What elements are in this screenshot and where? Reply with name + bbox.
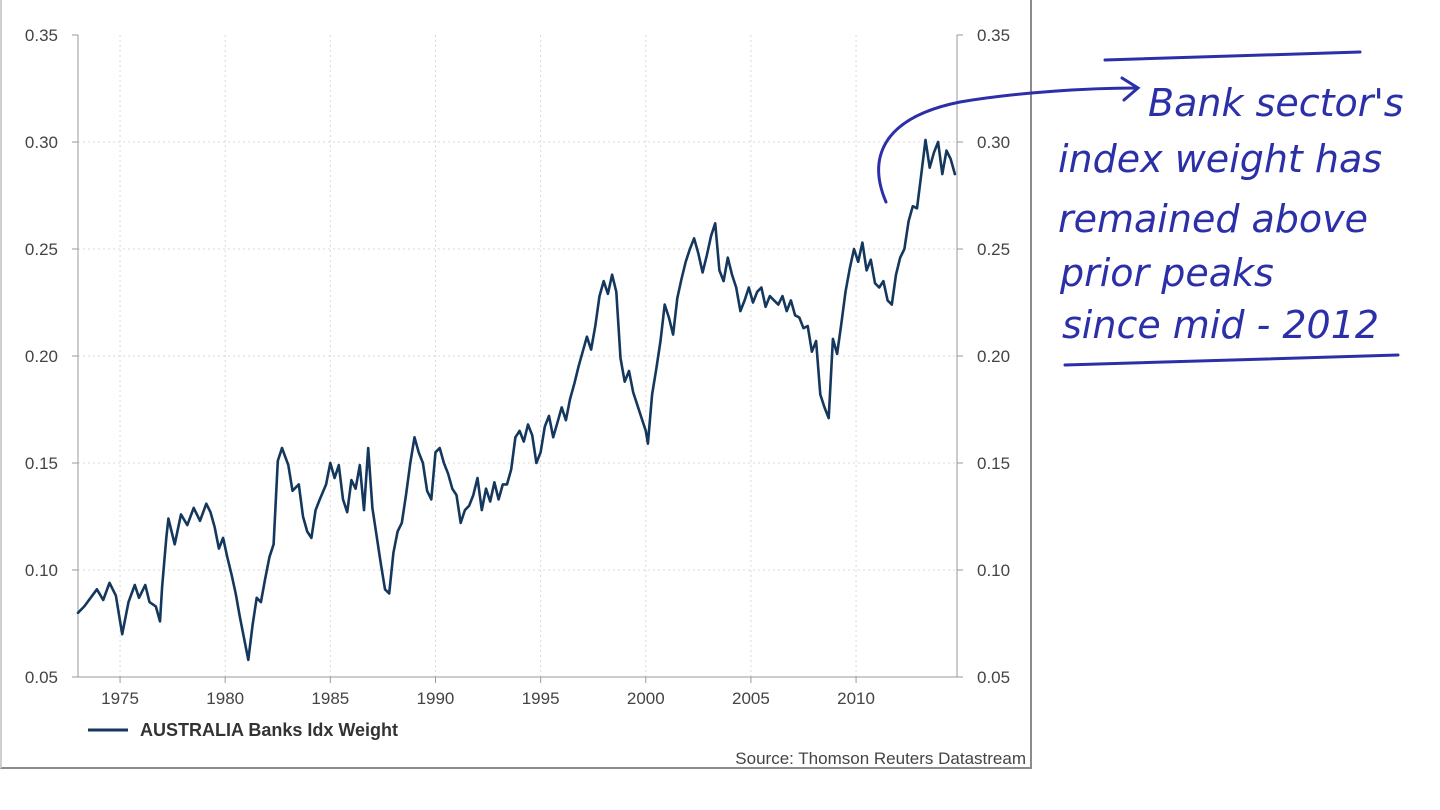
series-layer — [76, 138, 957, 662]
y-tick-label-right: 0.35 — [977, 26, 1010, 45]
source-note: Source: Thomson Reuters Datastream — [735, 749, 1026, 768]
x-tick-label: 1990 — [417, 689, 455, 708]
annotation-arrow — [877, 86, 1138, 204]
y-tick-label-right: 0.25 — [977, 240, 1010, 259]
x-axis: 1975 1980 1985 1990 1995 2000 2005 2010 — [101, 677, 875, 708]
y-tick-label-left: 0.05 — [25, 668, 58, 687]
series-line — [76, 138, 957, 662]
x-tick-label: 1985 — [311, 689, 349, 708]
y-tick-label-right: 0.15 — [977, 454, 1010, 473]
y-tick-label-left: 0.25 — [25, 240, 58, 259]
x-tick-label: 2005 — [732, 689, 770, 708]
x-tick-label: 1975 — [101, 689, 139, 708]
y-axis-right: 0.35 0.30 0.25 0.20 0.15 0.10 0.05 — [957, 26, 1010, 687]
x-tick-label: 2000 — [627, 689, 665, 708]
legend: AUSTRALIA Banks Idx Weight — [88, 720, 398, 740]
annotation-line-2: index weight has — [1058, 137, 1382, 181]
chart-frame — [0, 0, 1032, 769]
x-tick-label: 1980 — [206, 689, 244, 708]
y-tick-label-left: 0.20 — [25, 347, 58, 366]
annotation-line-1: Bank sector's — [1148, 81, 1404, 125]
annotation-top-rule — [1103, 50, 1362, 62]
y-tick-label-right: 0.30 — [977, 133, 1010, 152]
handwritten-annotation: Bank sector's index weight has remained … — [877, 50, 1404, 367]
y-tick-label-left: 0.30 — [25, 133, 58, 152]
grid — [78, 35, 957, 677]
annotation-arrowhead — [1120, 76, 1141, 102]
y-axis-left: 0.35 0.30 0.25 0.20 0.15 0.10 0.05 — [25, 26, 78, 687]
x-tick-label: 2010 — [837, 689, 875, 708]
y-tick-label-right: 0.10 — [977, 561, 1010, 580]
annotation-line-5: since mid - 2012 — [1062, 303, 1379, 347]
y-tick-label-right: 0.20 — [977, 347, 1010, 366]
annotation-bottom-rule — [1063, 353, 1400, 367]
annotation-line-3: remained above — [1058, 197, 1368, 241]
annotation-line-4: prior peaks — [1059, 251, 1274, 295]
y-tick-label-right: 0.05 — [977, 668, 1010, 687]
y-tick-label-left: 0.15 — [25, 454, 58, 473]
x-tick-label: 1995 — [522, 689, 560, 708]
y-tick-label-left: 0.35 — [25, 26, 58, 45]
y-tick-label-left: 0.10 — [25, 561, 58, 580]
legend-label: AUSTRALIA Banks Idx Weight — [140, 720, 398, 740]
